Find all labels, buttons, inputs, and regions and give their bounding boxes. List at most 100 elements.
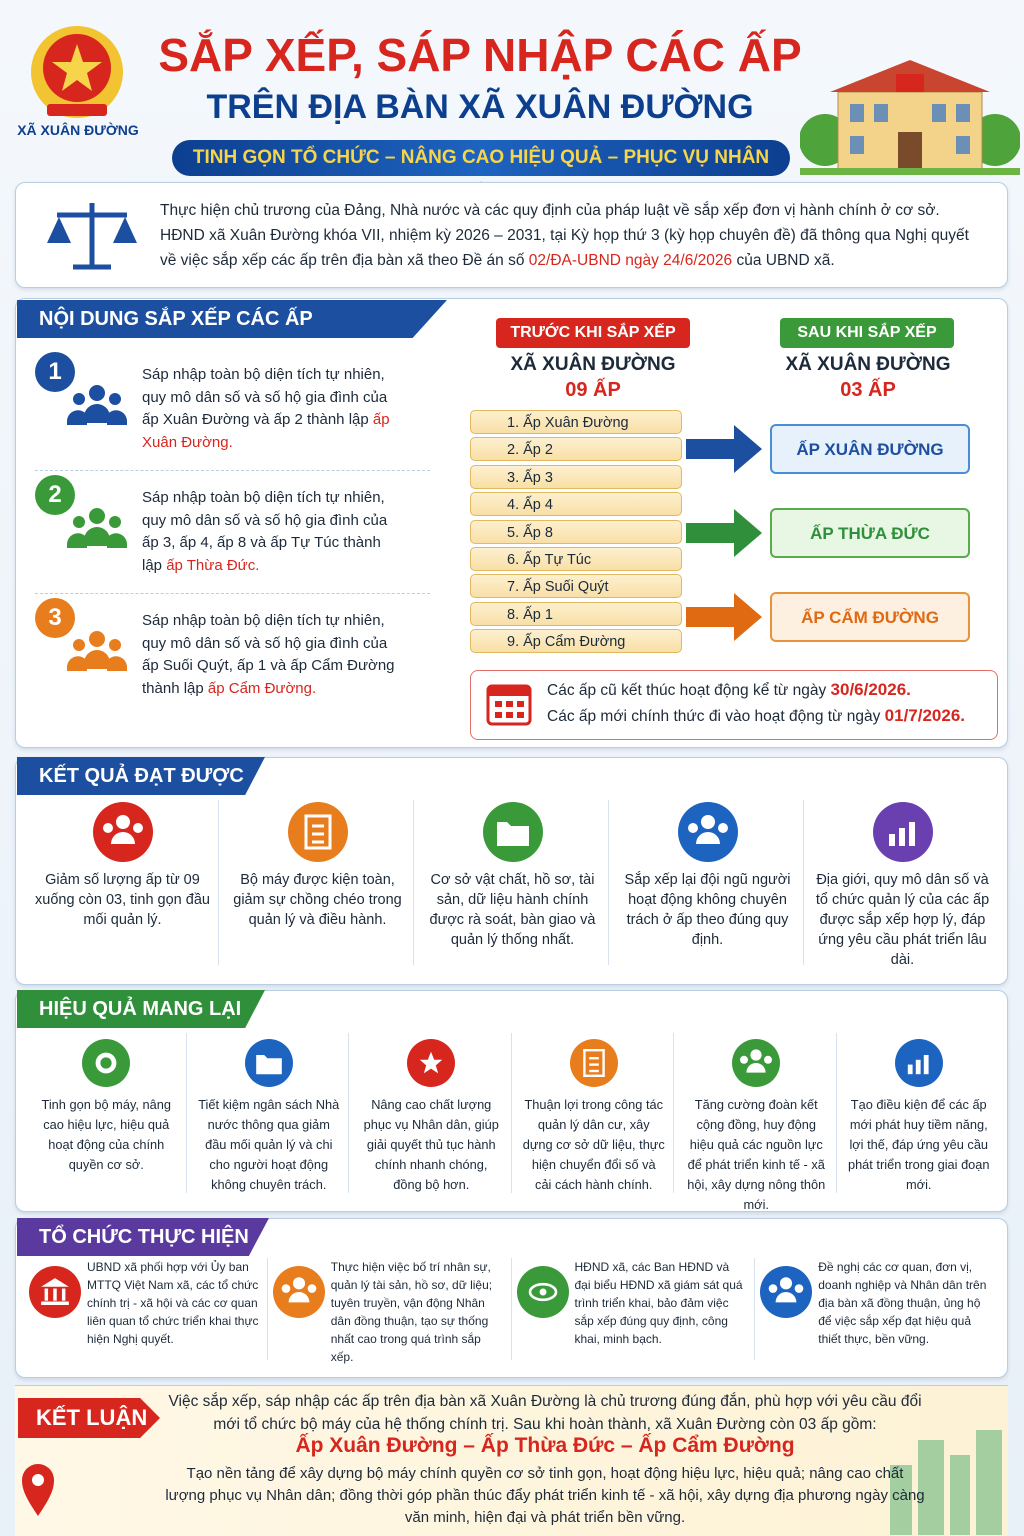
card-text: Giảm số lượng ấp từ 09 xuống còn 03, tin… [35,872,210,928]
arrow [686,509,762,557]
card-text: Tinh gọn bộ máy, nâng cao hiệu lực, hiệu… [41,1097,171,1172]
before-count: 09 ẤP [565,379,621,401]
card-icon [872,802,933,862]
card-icon [760,1266,813,1318]
card-text: Thuận lợi trong công tác quản lý dân cư,… [522,1097,665,1192]
date-value: 01/7/2026. [884,706,966,725]
old-hamlet: 3. Ấp 3 [470,464,682,489]
item-highlight: ấp Cẩm Đường. [207,679,317,697]
effects-title: HIỆU QUẢ MANG LẠI [17,990,265,1028]
old-hamlet: 1. Ấp Xuân Đường [470,410,682,434]
card-icon [482,802,543,862]
scale-icon [47,203,137,270]
old-hamlet: 4. Ấp 4 [470,492,682,517]
people-icon [67,385,127,425]
emblem-label: XÃ XUÂN ĐƯỜNG [17,122,139,138]
card-text: Đề nghị các cơ quan, đơn vị, doanh nghiệ… [818,1260,987,1346]
card-divider [185,1033,187,1193]
item-highlight: ấp Xuân Đường. [142,411,390,451]
emblem [31,26,123,118]
after-label: SAU KHI SẮP XẾP [780,318,954,348]
card-text: Nâng cao chất lượng phục vụ Nhân dân, gi… [363,1097,499,1192]
card-divider [510,1033,512,1193]
old-hamlet: 8. Ấp 1 [470,601,682,626]
implementation-title: TỔ CHỨC THỰC HIỆN [17,1218,269,1256]
item-highlight: ấp Thừa Đức. [166,556,260,574]
card-text: Tiết kiệm ngân sách Nhà nước thông qua g… [198,1097,340,1192]
card-text: Địa giới, quy mô dân số và tổ chức quản … [815,872,990,968]
divider [35,593,430,594]
date-line: Các ấp cũ kết thúc hoạt động kể từ ngày … [547,680,911,700]
card-divider [803,800,804,965]
card-divider [348,1033,349,1193]
card-icon [272,1266,325,1318]
intro-body: Thực hiện chủ trương của Đảng, Nhà nước … [160,202,969,269]
conclusion-text: Việc sắp xếp, sáp nhập các ấp trên địa b… [168,1393,922,1433]
arrow [686,593,762,641]
old-hamlet: 7. Ấp Suối Quýt [470,574,682,599]
calendar-icon [486,684,532,726]
subtitle: TRÊN ĐỊA BÀN XÃ XUÂN ĐƯỜNG [206,88,754,126]
conclusion-label: KẾT LUẬN [18,1398,160,1438]
intro-text: Thực hiện chủ trương của Đảng, Nhà nước … [160,198,980,273]
card-icon [29,1266,81,1318]
card-divider [510,1258,512,1360]
conclusion-closing: Tạo nền tảng để xây dựng bộ máy chính qu… [165,1465,925,1526]
people-icon [67,631,127,671]
item-body: Sáp nhập toàn bộ diện tích tự nhiên, quy… [142,366,388,428]
results-title: KẾT QUẢ ĐẠT ĐƯỢC [17,757,265,795]
before-label: TRƯỚC KHI SẮP XẾP [496,318,690,348]
card-divider [608,800,609,965]
new-hamlet: ẤP THỪA ĐỨC [770,508,970,558]
city-illustration [890,1430,1002,1535]
before-commune: XÃ XUÂN ĐƯỜNG [510,354,676,375]
date-value: 30/6/2026. [830,680,911,699]
old-hamlet: 2. Ấp 2 [470,437,682,462]
card-text: Thực hiện việc bố trí nhân sự, quản lý t… [330,1260,493,1364]
card-text: Sắp xếp lại đội ngũ người hoạt động khôn… [624,872,791,948]
card-icon [244,1039,293,1087]
card-divider [266,1258,268,1360]
card-icon [287,802,348,862]
intro-highlight: 02/ĐA-UBND ngày 24/6/2026 [528,252,733,269]
item-body: Sáp nhập toàn bộ diện tích tự nhiên, quy… [142,612,395,697]
conclusion-panel [15,1385,1008,1536]
results-panel [15,757,1008,985]
card-divider [835,1033,837,1193]
card-text: Bộ máy được kiện toàn, giảm sự chồng ché… [233,872,402,928]
date-line: Các ấp mới chính thức đi vào hoạt động t… [547,706,965,726]
card-icon [82,1039,131,1087]
card-icon [407,1039,456,1087]
card-icon [677,802,738,862]
card-icon [92,802,153,862]
card-icon [516,1266,569,1318]
old-hamlet: 6. Ấp Tự Túc [470,547,682,571]
item-number: 1 [35,352,75,392]
item-text: Sáp nhập toàn bộ diện tích tự nhiên, quy… [142,487,402,577]
card-divider [413,800,414,965]
item-text: Sáp nhập toàn bộ diện tích tự nhiên, quy… [142,364,402,454]
item-text: Sáp nhập toàn bộ diện tích tự nhiên, quy… [142,610,402,700]
card-text: Tăng cường đoàn kết cộng đồng, huy động … [687,1097,826,1212]
old-hamlet: 9. Ấp Cẩm Đường [470,629,682,654]
slogan: TINH GỌN TỔ CHỨC – NÂNG CAO HIỆU QUẢ – P… [172,140,790,204]
old-hamlet: 5. Ấp 8 [470,519,682,544]
card-divider [754,1258,756,1360]
location-pin [22,1464,54,1516]
content-title: NỘI DUNG SẮP XẾP CÁC ẤP [17,300,447,338]
after-count: 03 ẤP [840,379,896,401]
card-text: HĐND xã, các Ban HĐND và đại biểu HĐND x… [574,1260,743,1346]
arrow [686,425,762,473]
card-text: Tạo điều kiện để các ấp mới phát huy tiề… [847,1097,990,1192]
date-text: Các ấp cũ kết thúc hoạt động kể từ ngày [547,682,831,699]
new-hamlet: ẤP CẨM ĐƯỜNG [770,592,970,642]
item-body: Sáp nhập toàn bộ diện tích tự nhiên, quy… [142,489,388,574]
item-number: 2 [35,475,75,515]
intro-panel [15,182,1008,288]
card-divider [673,1033,674,1193]
new-hamlet: ẤP XUÂN ĐƯỜNG [770,424,970,474]
after-commune: XÃ XUÂN ĐƯỜNG [785,354,951,375]
card-text: UBND xã phối hợp với Ủy ban MTTQ Việt Na… [87,1260,259,1346]
conclusion-names: Ấp Xuân Đường – Ấp Thừa Đức – Ấp Cẩm Đườ… [295,1434,795,1457]
